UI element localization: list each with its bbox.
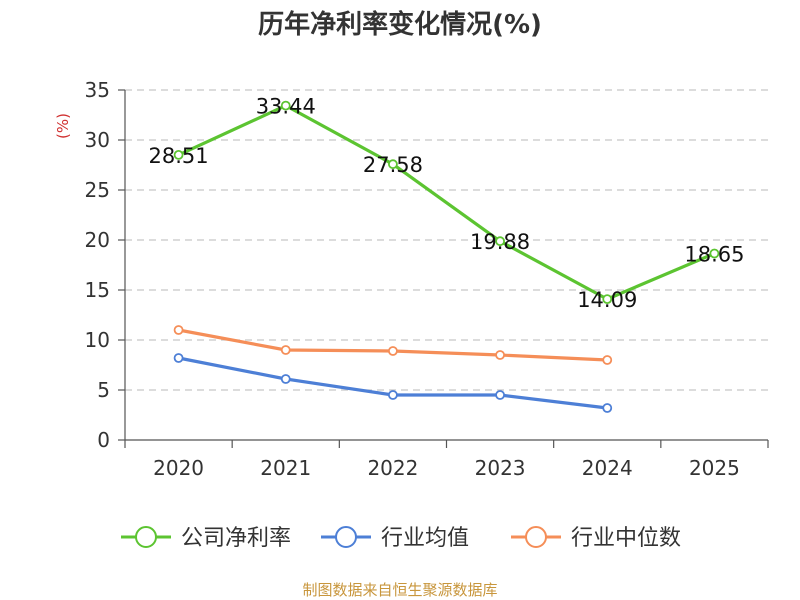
legend-item-0[interactable]: 公司净利率 bbox=[121, 526, 291, 551]
data-point bbox=[280, 100, 291, 111]
x-tick-label: 2025 bbox=[689, 456, 740, 480]
x-tick-label: 2020 bbox=[153, 456, 204, 480]
data-point bbox=[709, 248, 720, 259]
data-label: 19.88 bbox=[470, 230, 530, 254]
y-tick-label: 0 bbox=[97, 428, 110, 452]
legend-marker-icon bbox=[335, 526, 357, 548]
legend-marker-icon bbox=[525, 526, 547, 548]
legend-label: 公司净利率 bbox=[181, 526, 291, 551]
data-label: 18.65 bbox=[684, 243, 744, 267]
data-source-note: 制图数据来自恒生聚源数据库 bbox=[302, 581, 497, 599]
series-0 bbox=[173, 100, 720, 305]
x-tick-label: 2022 bbox=[367, 456, 418, 480]
legend-marker-icon bbox=[135, 526, 157, 548]
data-point bbox=[388, 159, 398, 170]
y-tick-label: 20 bbox=[85, 228, 110, 252]
x-axis-ticks: 2020 2021 2022 2023 2024 2025 bbox=[124, 440, 769, 480]
legend-label: 行业中位数 bbox=[571, 526, 681, 551]
data-point bbox=[602, 403, 613, 413]
y-tick-label: 10 bbox=[85, 328, 110, 352]
data-label: 28.51 bbox=[149, 144, 209, 168]
data-point bbox=[280, 345, 291, 355]
legend-item-2[interactable]: 行业中位数 bbox=[511, 526, 681, 551]
data-point bbox=[602, 355, 613, 365]
data-point bbox=[388, 346, 398, 356]
data-point bbox=[173, 149, 184, 160]
data-point bbox=[280, 374, 291, 384]
legend-item-1[interactable]: 行业均值 bbox=[321, 526, 469, 551]
series-1 bbox=[173, 353, 613, 413]
data-point bbox=[495, 350, 505, 360]
series-line bbox=[177, 103, 716, 301]
series-2 bbox=[173, 325, 613, 365]
data-point bbox=[495, 390, 505, 400]
series-line bbox=[178, 356, 608, 410]
y-tick-label: 30 bbox=[85, 128, 110, 152]
data-labels: 28.51 33.44 27.58 19.88 14.09 18.65 bbox=[149, 95, 745, 313]
chart-title: 历年净利率变化情况(%) bbox=[258, 9, 542, 40]
y-tick-label: 5 bbox=[97, 378, 110, 402]
data-point bbox=[388, 390, 398, 400]
data-point bbox=[495, 236, 505, 247]
series-group bbox=[173, 100, 720, 413]
y-tick-label: 35 bbox=[85, 78, 110, 102]
data-label: 14.09 bbox=[577, 288, 637, 312]
data-point bbox=[602, 294, 613, 305]
x-tick-label: 2024 bbox=[582, 456, 633, 480]
y-tick-label: 15 bbox=[85, 278, 110, 302]
data-label: 33.44 bbox=[256, 95, 316, 119]
data-point bbox=[173, 353, 184, 363]
data-point bbox=[173, 325, 184, 335]
x-tick-label: 2023 bbox=[475, 456, 526, 480]
legend[interactable]: 公司净利率 行业均值 行业中位数 bbox=[121, 526, 681, 551]
axes bbox=[124, 90, 768, 441]
y-tick-label: 25 bbox=[85, 178, 110, 202]
y-axis-unit-label: (%) bbox=[54, 113, 72, 139]
x-tick-label: 2021 bbox=[260, 456, 311, 480]
y-axis-ticks: 0 5 10 15 20 25 30 35 bbox=[85, 78, 125, 452]
legend-label: 行业均值 bbox=[381, 526, 469, 551]
data-label: 27.58 bbox=[363, 153, 423, 177]
